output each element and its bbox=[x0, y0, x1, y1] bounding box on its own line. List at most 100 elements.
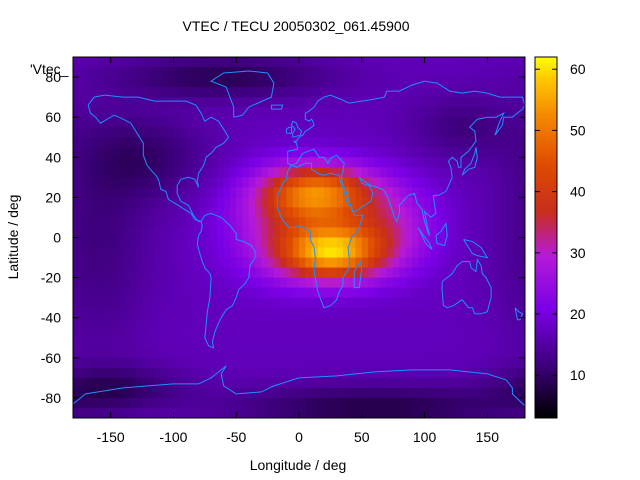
heatmap-cell bbox=[336, 257, 344, 269]
heatmap-cell bbox=[154, 127, 162, 138]
heatmap-cell bbox=[330, 267, 338, 279]
colorbar-tick-label: 40 bbox=[570, 184, 586, 200]
heatmap-cell bbox=[135, 57, 143, 68]
heatmap-cell bbox=[355, 357, 363, 369]
coastline-new-guinea bbox=[463, 239, 489, 259]
heatmap-cell bbox=[255, 127, 262, 138]
heatmap-cell bbox=[437, 57, 444, 68]
heatmap-cell bbox=[349, 357, 357, 369]
heatmap-cell bbox=[399, 127, 407, 138]
heatmap-cell bbox=[455, 247, 463, 259]
heatmap-cell bbox=[317, 407, 325, 418]
heatmap-cell bbox=[261, 147, 269, 158]
heatmap-cell bbox=[73, 337, 80, 349]
heatmap-cell bbox=[474, 197, 482, 209]
heatmap-cell bbox=[499, 267, 507, 279]
heatmap-cell bbox=[518, 367, 525, 379]
heatmap-cell bbox=[179, 87, 187, 98]
heatmap-cell bbox=[135, 267, 143, 279]
heatmap-cell bbox=[299, 347, 306, 359]
heatmap-cell bbox=[236, 217, 244, 229]
heatmap-cell bbox=[311, 397, 319, 409]
heatmap-cell bbox=[242, 167, 250, 178]
heatmap-cell bbox=[186, 247, 193, 259]
heatmap-cell bbox=[110, 197, 118, 209]
heatmap-cell bbox=[154, 327, 162, 339]
heatmap-cell bbox=[437, 187, 444, 198]
heatmap-cell bbox=[186, 117, 193, 128]
heatmap-cell bbox=[393, 377, 401, 389]
heatmap-cell bbox=[292, 127, 300, 138]
heatmap-cell bbox=[437, 167, 444, 178]
heatmap-cell bbox=[405, 307, 413, 319]
heatmap-cell bbox=[336, 377, 344, 389]
heatmap-cell bbox=[91, 337, 99, 349]
heatmap-cell bbox=[192, 77, 200, 88]
heatmap-cell bbox=[368, 117, 375, 128]
heatmap-cell bbox=[305, 317, 313, 329]
heatmap-cell bbox=[305, 197, 313, 209]
heatmap-cell bbox=[248, 277, 256, 289]
heatmap-cell bbox=[179, 57, 187, 68]
heatmap-cell bbox=[493, 97, 501, 108]
heatmap-cell bbox=[217, 317, 225, 329]
coastline-australia bbox=[441, 258, 492, 315]
heatmap-cell bbox=[399, 237, 407, 249]
heatmap-cell bbox=[324, 177, 331, 188]
heatmap-cell bbox=[393, 147, 401, 158]
heatmap-cell bbox=[430, 287, 438, 299]
heatmap-cell bbox=[135, 77, 143, 88]
heatmap-cell bbox=[154, 407, 162, 418]
heatmap-cell bbox=[418, 407, 426, 418]
heatmap-cell bbox=[292, 197, 300, 209]
heatmap-cell bbox=[405, 217, 413, 229]
heatmap-cell bbox=[481, 107, 488, 118]
heatmap-cell bbox=[342, 337, 350, 349]
heatmap-cell bbox=[273, 317, 281, 329]
heatmap-cell bbox=[418, 117, 426, 128]
heatmap-cell bbox=[368, 297, 375, 309]
heatmap-cell bbox=[368, 77, 375, 88]
heatmap-cell bbox=[330, 67, 338, 78]
heatmap-cell bbox=[342, 397, 350, 409]
heatmap-cell bbox=[368, 407, 375, 418]
heatmap-cell bbox=[135, 177, 143, 188]
heatmap-cell bbox=[330, 307, 338, 319]
heatmap-cell bbox=[167, 167, 175, 178]
heatmap-cell bbox=[311, 347, 319, 359]
heatmap-cell bbox=[123, 277, 131, 289]
heatmap-cell bbox=[98, 107, 105, 118]
heatmap-cell bbox=[261, 217, 269, 229]
heatmap-cell bbox=[280, 397, 288, 409]
heatmap-cell bbox=[349, 347, 357, 359]
heatmap-cell bbox=[160, 407, 168, 418]
heatmap-cell bbox=[336, 267, 344, 279]
heatmap-cell bbox=[192, 287, 200, 299]
heatmap-cell bbox=[148, 397, 156, 409]
heatmap-cell bbox=[116, 407, 124, 418]
heatmap-cell bbox=[186, 177, 193, 188]
heatmap-cell bbox=[173, 377, 181, 389]
heatmap-cell bbox=[148, 167, 156, 178]
heatmap-cell bbox=[123, 137, 131, 148]
heatmap-cell bbox=[267, 77, 275, 88]
heatmap-cell bbox=[349, 317, 357, 329]
heatmap-cell bbox=[493, 187, 501, 198]
heatmap-cell bbox=[179, 77, 187, 88]
heatmap-cell bbox=[236, 147, 244, 158]
heatmap-cell bbox=[317, 317, 325, 329]
heatmap-cell bbox=[292, 257, 300, 269]
heatmap-cell bbox=[462, 317, 470, 329]
heatmap-cell bbox=[380, 157, 388, 168]
heatmap-cell bbox=[305, 347, 313, 359]
heatmap-cell bbox=[506, 177, 514, 188]
heatmap-cell bbox=[98, 127, 105, 138]
heatmap-cell bbox=[506, 317, 514, 329]
heatmap-cell bbox=[160, 157, 168, 168]
heatmap-cell bbox=[110, 367, 118, 379]
heatmap-cell bbox=[449, 307, 457, 319]
heatmap-cell bbox=[481, 387, 488, 399]
heatmap-cell bbox=[317, 227, 325, 239]
heatmap-cell bbox=[437, 157, 444, 168]
heatmap-cell bbox=[110, 337, 118, 349]
